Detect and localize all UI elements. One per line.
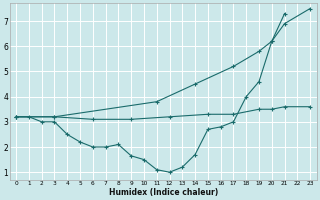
X-axis label: Humidex (Indice chaleur): Humidex (Indice chaleur) (108, 188, 218, 197)
